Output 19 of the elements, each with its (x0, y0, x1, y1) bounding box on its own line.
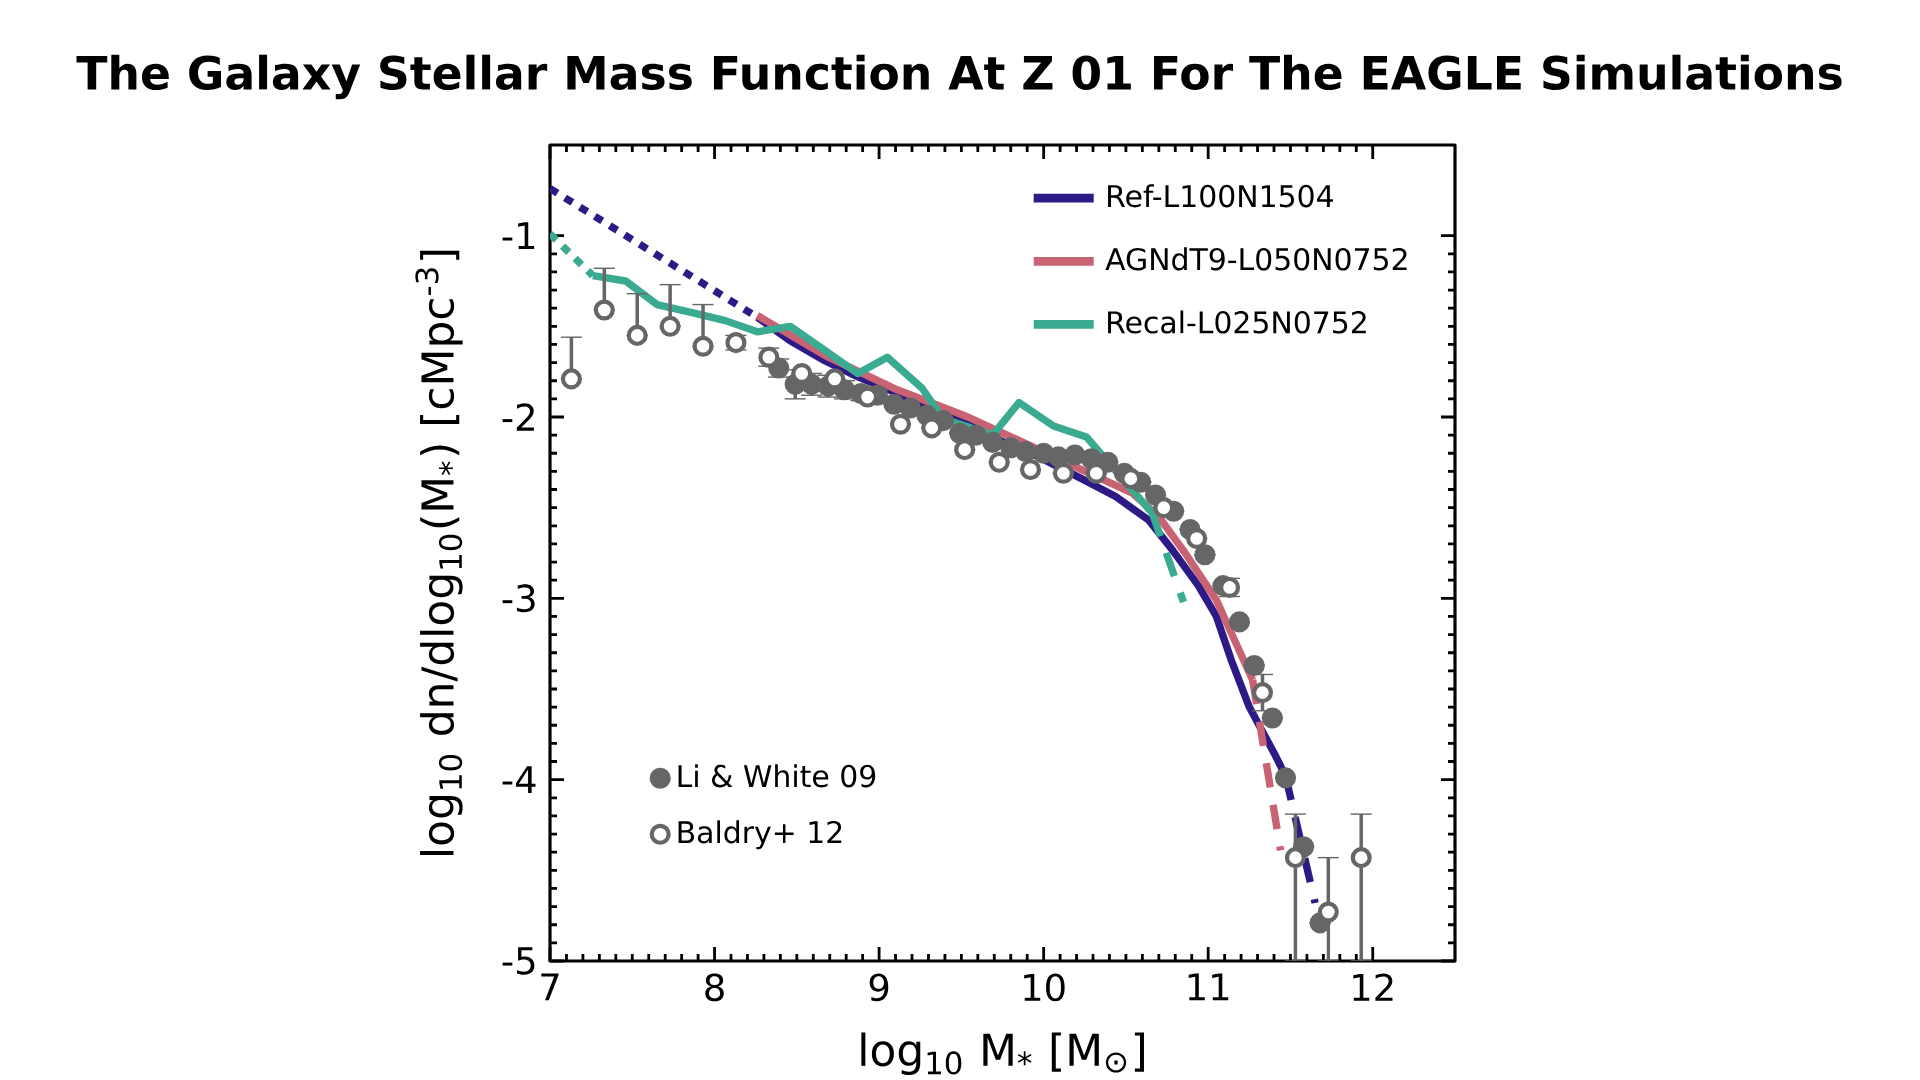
y-tick-label: -1 (502, 222, 535, 250)
x-axis-title: log$_{10}$ M$_{*}$ [M$_{⊙}$] (861, 1032, 1144, 1076)
x-tick-label: 8 (705, 973, 724, 1002)
y-tick-label: -2 (502, 403, 534, 431)
x-tick-label: 11 (1188, 973, 1229, 1001)
y-tick-label: -4 (502, 766, 536, 794)
legend-label: Ref-L100N1504 (1108, 184, 1333, 208)
y-tick-label: -3 (502, 584, 535, 613)
legend-label: Recal-L025N0752 (1108, 310, 1366, 334)
legend-label: Li & White 09 (678, 764, 876, 788)
x-tick-label: 12 (1353, 973, 1393, 1001)
legend-label: AGNdT9-L050N0752 (1105, 247, 1407, 271)
x-tick-label: 10 (1024, 973, 1065, 1002)
x-tick-label: 9 (869, 973, 889, 1002)
x-tick-label: 7 (541, 973, 559, 1001)
y-tick-label: -5 (502, 947, 535, 975)
text: log$_{10}$ dn/dlog$_{10}$(M$_{*}$) [cMpc$^{-3}$] (415, 250, 463, 855)
chart-title: The Galaxy Stellar Mass Function At Z 01 For The EAGLE Simulations (76, 54, 1842, 100)
legend-label: Baldry+ 12 (678, 820, 842, 850)
